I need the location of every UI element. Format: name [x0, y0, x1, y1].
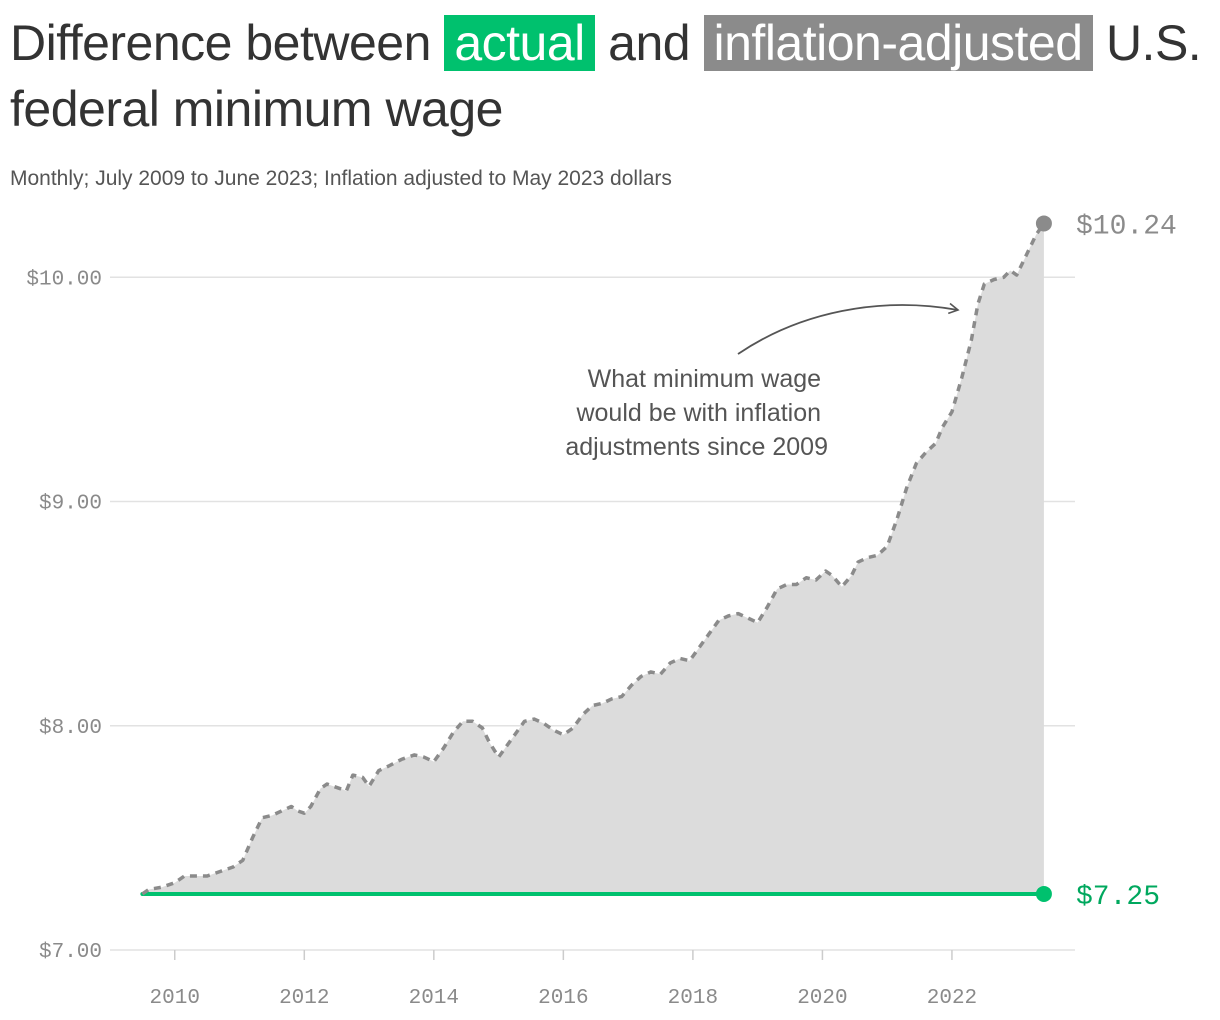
- y-axis-ticks: $7.00 $8.00 $9.00 $10.00: [26, 268, 102, 964]
- adjusted-wage-line: [141, 222, 1046, 896]
- annotation-line-1: What minimum wage: [588, 365, 821, 393]
- annotation-line-2: would be with inflation: [575, 399, 821, 427]
- difference-area: [142, 223, 1044, 894]
- title-adjusted-highlight: inflation-adjusted: [703, 15, 1093, 71]
- chart-title: Difference between actual and inflation-…: [10, 10, 1210, 142]
- annotation: What minimum wage would be with inflatio…: [565, 302, 960, 461]
- x-axis-ticks: 2010 2012 2014 2016 2018 2020 2022: [150, 950, 977, 1010]
- actual-end-point: [1035, 885, 1052, 902]
- title-part2: U.S. federal minimum wage: [10, 15, 1202, 137]
- y-tick-label: $10.00: [26, 268, 102, 291]
- annotation-arrow: [737, 302, 960, 355]
- annotation-line-3: adjustments since 2009: [565, 433, 828, 461]
- annotation-text: What minimum wage would be with inflatio…: [565, 365, 828, 461]
- adjusted-end-point: [1035, 215, 1052, 232]
- chart-subtitle: Monthly; July 2009 to June 2023; Inflati…: [10, 167, 672, 190]
- x-tick-label: 2018: [668, 987, 718, 1010]
- y-tick-label: $7.00: [39, 941, 102, 964]
- x-tick-label: 2014: [409, 987, 459, 1010]
- end-labels: $7.25 $10.24: [1076, 211, 1177, 912]
- x-tick-label: 2016: [538, 987, 588, 1010]
- actual-end-label: $7.25: [1076, 882, 1160, 913]
- adjusted-end-label: $10.24: [1076, 211, 1177, 242]
- x-tick-label: 2020: [797, 987, 847, 1010]
- y-tick-label: $8.00: [39, 717, 102, 740]
- series-layer: [140, 215, 1052, 902]
- x-tick-label: 2010: [150, 987, 200, 1010]
- title-and: and: [608, 15, 691, 71]
- area-layer: [142, 223, 1044, 894]
- x-tick-label: 2012: [279, 987, 329, 1010]
- title-part1: Difference between: [10, 15, 431, 71]
- x-tick-label: 2022: [927, 987, 977, 1010]
- title-actual-highlight: actual: [444, 15, 595, 71]
- y-tick-label: $9.00: [39, 493, 102, 516]
